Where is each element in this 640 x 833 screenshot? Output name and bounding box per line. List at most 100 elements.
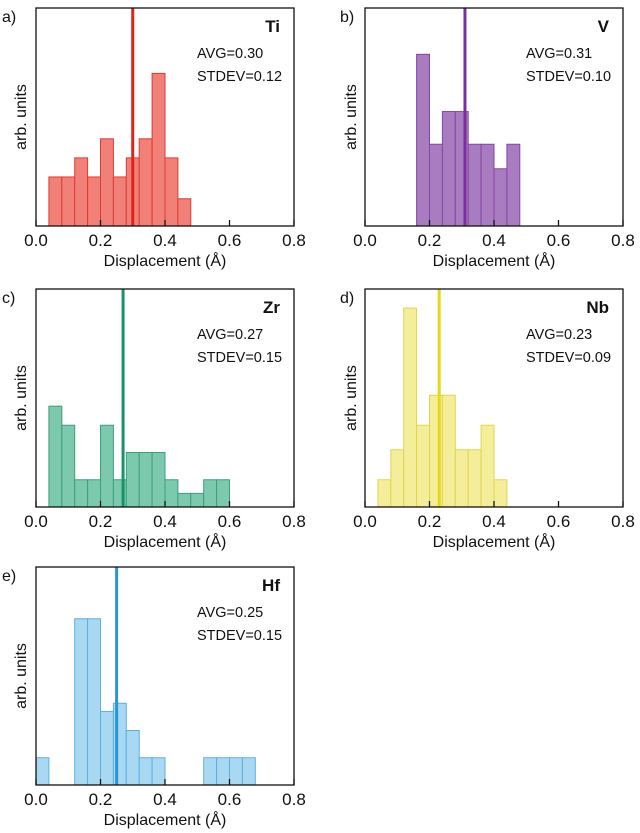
histogram-bar <box>125 452 140 508</box>
histogram-bar <box>190 492 205 508</box>
x-axis-label: Displacement (Å) <box>433 251 556 270</box>
histogram-bar <box>100 710 114 786</box>
x-axis-label: Displacement (Å) <box>104 251 227 270</box>
y-axis-label: arb. units <box>343 365 360 431</box>
stdev-annotation: STDEV=0.09 <box>526 350 611 366</box>
x-tick-label: 0.0 <box>24 231 48 250</box>
histogram-bar <box>429 143 443 227</box>
histogram-bar <box>35 757 50 786</box>
histogram-bar <box>138 452 153 508</box>
x-tick-label: 0.2 <box>89 790 113 809</box>
histogram-bar <box>125 730 140 786</box>
histogram-bar <box>138 138 153 227</box>
element-label: V <box>598 17 610 36</box>
histogram-bar <box>467 449 482 508</box>
x-tick-label: 0.8 <box>611 231 635 250</box>
element-label: Zr <box>263 298 280 317</box>
histogram-bar <box>87 618 101 786</box>
histogram-bar <box>74 479 89 508</box>
x-axis-label: Displacement (Å) <box>104 532 227 551</box>
chart-panel-zr: 0.0 0.2 0.4 0.6 0.8 Displacement (Å) arb. unit… <box>2 288 306 551</box>
x-tick-label: 0.8 <box>611 512 635 531</box>
histogram-bar <box>390 449 405 508</box>
histogram-bar <box>100 138 114 227</box>
x-tick-label: 0.4 <box>482 231 506 250</box>
x-tick-label: 0.0 <box>353 231 377 250</box>
panel-label: c) <box>2 290 15 307</box>
histogram-bar <box>493 479 508 508</box>
histogram-bar <box>203 757 218 786</box>
chart-panel-nb: 0.0 0.2 0.4 0.6 0.8 Displacement (Å) arb. unit… <box>340 288 635 551</box>
x-tick-label: 0.4 <box>153 512 177 531</box>
histogram-bar <box>48 176 63 227</box>
histogram-bar <box>61 176 76 227</box>
histogram-bar <box>48 405 63 508</box>
panel-label: a) <box>2 9 16 26</box>
histogram-bar <box>177 198 192 227</box>
histogram-bar <box>480 143 495 227</box>
x-tick-label: 0.8 <box>282 231 306 250</box>
stdev-annotation: STDEV=0.15 <box>197 350 282 366</box>
element-label: Hf <box>262 576 280 595</box>
x-tick-label: 0.2 <box>418 512 442 531</box>
histogram-bar <box>203 479 218 508</box>
histogram-bar <box>151 452 166 508</box>
histogram-bar <box>61 424 76 508</box>
stdev-annotation: STDEV=0.15 <box>197 628 282 644</box>
y-axis-label: arb. units <box>13 365 30 431</box>
x-tick-label: 0.8 <box>282 790 306 809</box>
histogram-bar <box>87 479 101 508</box>
y-axis-label: arb. units <box>13 643 30 709</box>
x-tick-label: 0.4 <box>153 231 177 250</box>
panel-label: e) <box>2 568 16 585</box>
chart-panel-hf: 0.0 0.2 0.4 0.6 0.8 Displacement (Å) arb. unit… <box>2 566 306 829</box>
histogram-bar <box>441 394 456 508</box>
histogram-bar <box>164 157 179 227</box>
stdev-annotation: STDEV=0.10 <box>526 69 611 85</box>
histogram-bar <box>493 168 508 227</box>
histogram-bar <box>416 53 431 227</box>
histogram-bar <box>480 424 495 508</box>
y-axis-label: arb. units <box>343 84 360 150</box>
x-tick-label: 0.2 <box>418 231 442 250</box>
x-tick-label: 0.6 <box>218 790 242 809</box>
histogram-bar <box>112 176 127 227</box>
histogram-bar <box>506 143 521 227</box>
stdev-annotation: STDEV=0.12 <box>197 69 282 85</box>
x-tick-label: 0.0 <box>353 512 377 531</box>
element-label: Ti <box>265 17 280 36</box>
histogram-bar <box>403 307 418 508</box>
histogram-bar <box>177 492 192 508</box>
histogram-bar <box>241 757 256 786</box>
panel-label: d) <box>340 290 354 307</box>
histogram-bar <box>151 72 166 227</box>
x-tick-label: 0.6 <box>218 231 242 250</box>
histogram-bar <box>151 757 166 786</box>
chart-panel-ti: 0.0 0.2 0.4 0.6 0.8 Displacement (Å) arb. unit… <box>2 7 306 270</box>
histogram-bar <box>229 757 243 786</box>
x-tick-label: 0.6 <box>547 231 571 250</box>
x-tick-label: 0.2 <box>89 231 113 250</box>
histogram-bar <box>138 757 153 786</box>
avg-annotation: AVG=0.31 <box>526 46 592 62</box>
histogram-bar <box>74 618 89 786</box>
x-tick-label: 0.4 <box>153 790 177 809</box>
x-axis-label: Displacement (Å) <box>104 810 227 829</box>
histogram-bar <box>441 111 456 227</box>
histogram-bar <box>467 143 482 227</box>
x-tick-label: 0.6 <box>218 512 242 531</box>
panel-label: b) <box>340 9 354 26</box>
histogram-bar <box>377 479 392 508</box>
x-tick-label: 0.0 <box>24 512 48 531</box>
histogram-bar <box>164 479 179 508</box>
histogram-bar <box>87 176 101 227</box>
element-label: Nb <box>586 298 609 317</box>
avg-annotation: AVG=0.30 <box>197 46 263 62</box>
histogram-bar <box>100 424 114 508</box>
histogram-bar <box>416 424 431 508</box>
x-tick-label: 0.2 <box>89 512 113 531</box>
chart-panel-v: 0.0 0.2 0.4 0.6 0.8 Displacement (Å) arb. unit… <box>340 7 635 270</box>
x-tick-label: 0.6 <box>547 512 571 531</box>
avg-annotation: AVG=0.27 <box>197 327 263 343</box>
